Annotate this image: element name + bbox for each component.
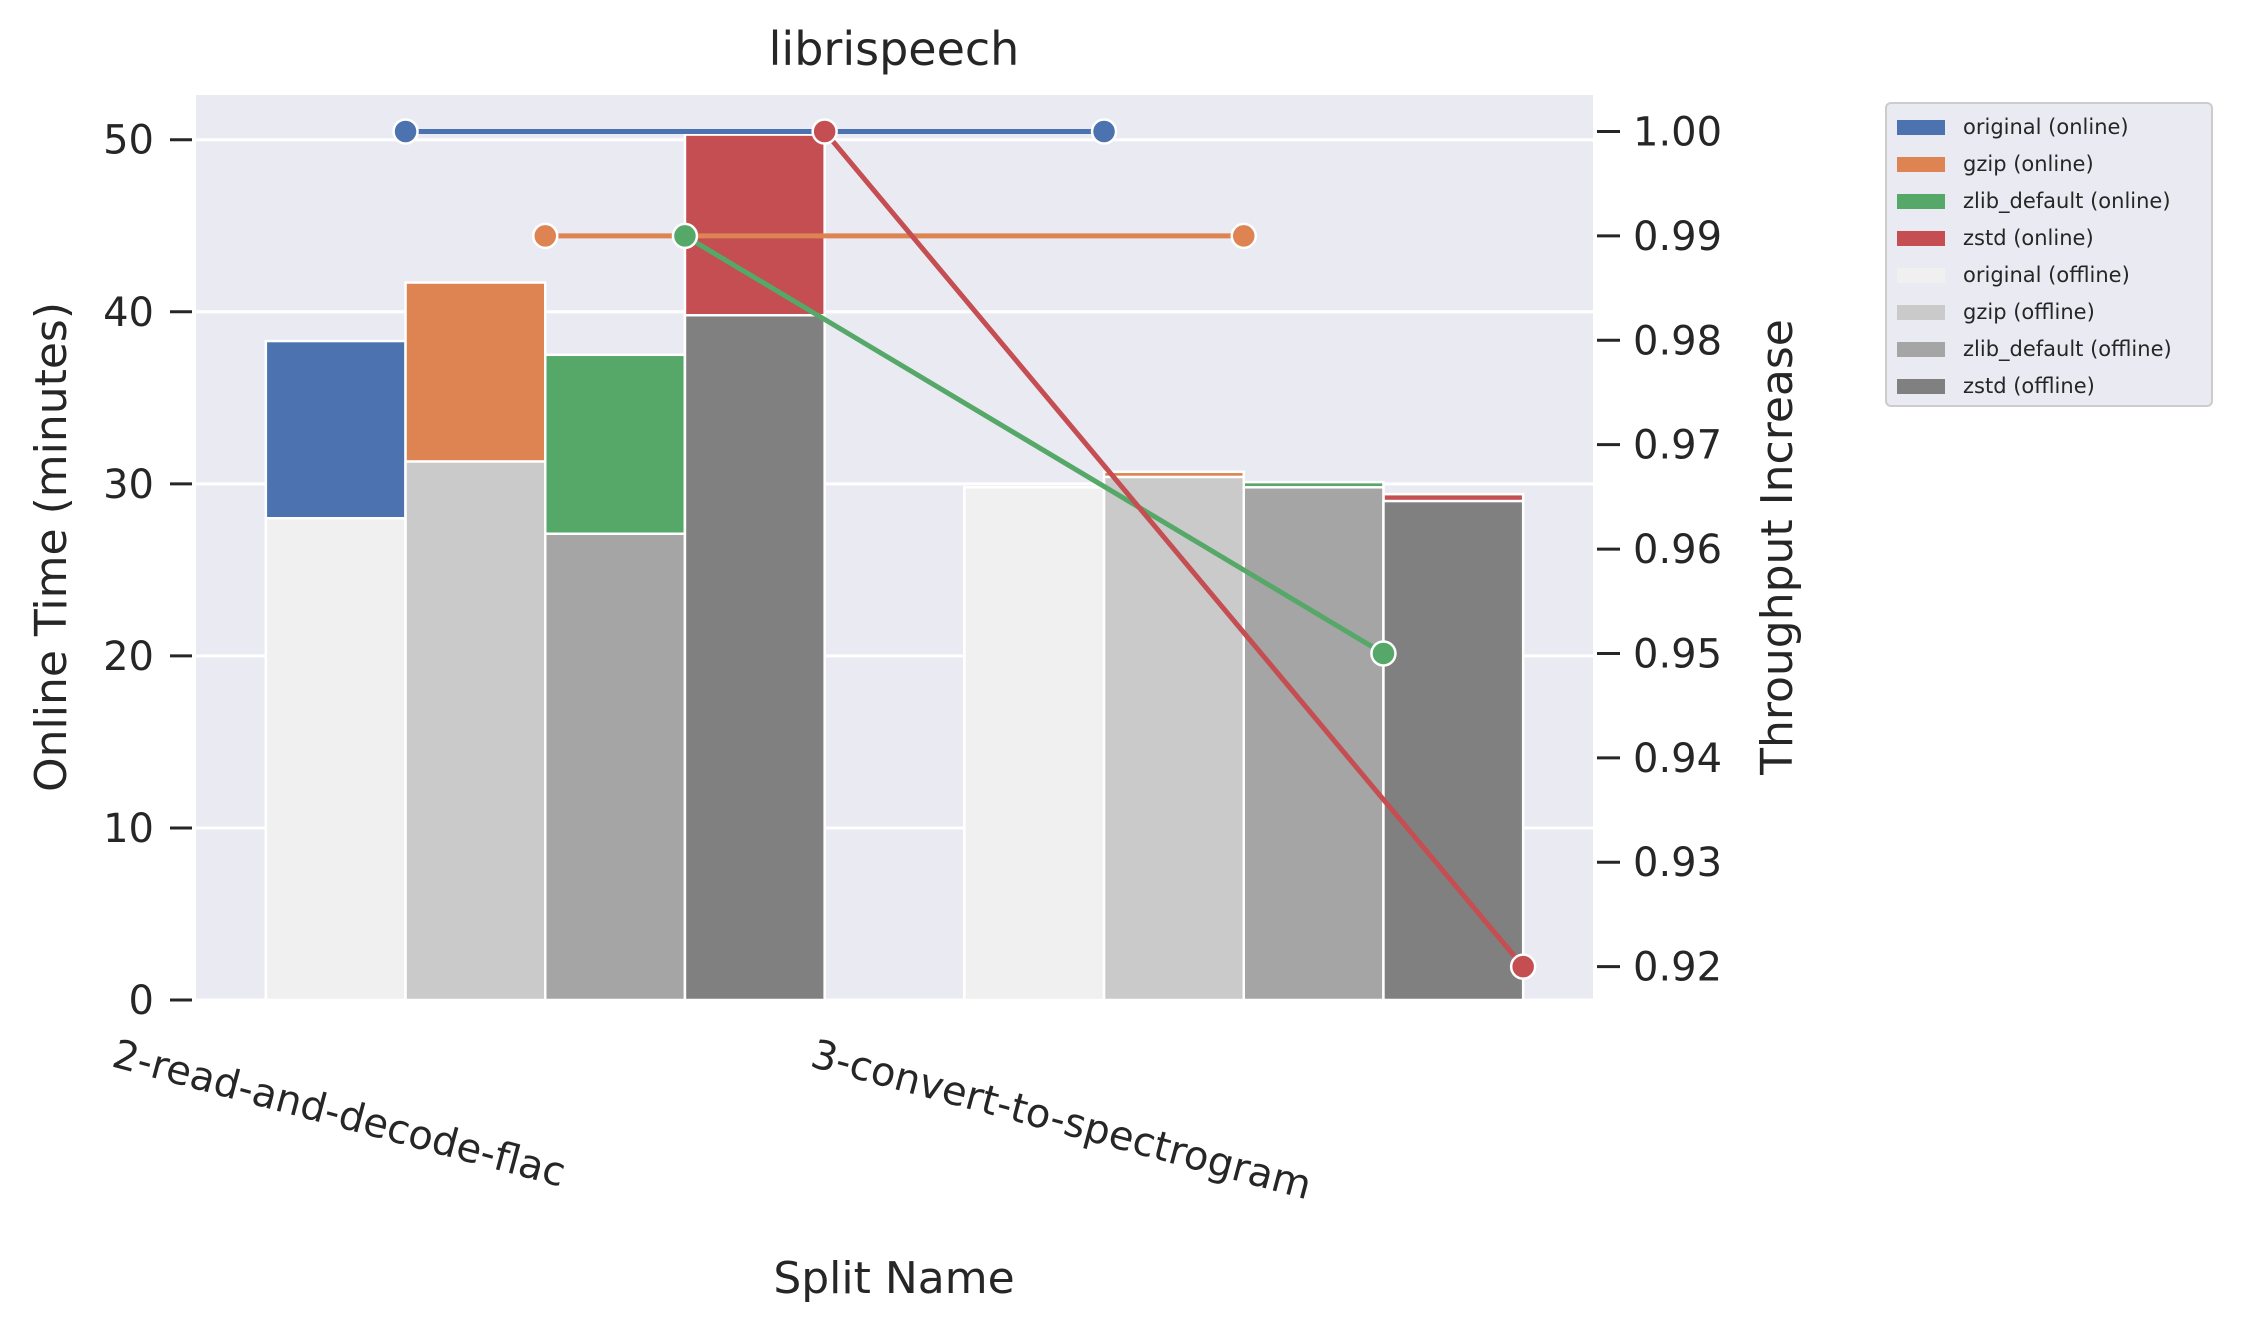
legend-swatch bbox=[1897, 379, 1945, 394]
y2-tick-label: 0.97 bbox=[1633, 423, 1722, 469]
legend-box bbox=[1885, 102, 2213, 407]
point-gzip bbox=[532, 222, 559, 250]
y2-axis-label: Throughput Increase bbox=[1752, 319, 1803, 776]
legend-label: zlib_default (offline) bbox=[1963, 337, 2172, 362]
y2-tick-label: 0.95 bbox=[1633, 631, 1722, 677]
x-axis: 2-read-and-decode-flac 3-convert-to-spect… bbox=[108, 1031, 1317, 1209]
point-gzip bbox=[1230, 222, 1257, 250]
bar-original-offline bbox=[264, 517, 407, 1002]
y-tick-label: 30 bbox=[103, 462, 154, 508]
legend-label: zlib_default (online) bbox=[1963, 189, 2171, 214]
y-tick-label: 0 bbox=[129, 978, 154, 1024]
y2-tick-label: 1.00 bbox=[1633, 110, 1722, 156]
y-tick-label: 50 bbox=[103, 118, 154, 164]
y2-tick-label: 0.99 bbox=[1633, 214, 1722, 260]
y-tick-label: 40 bbox=[103, 290, 154, 336]
legend-swatch bbox=[1897, 120, 1945, 135]
y-tick-label: 10 bbox=[103, 806, 154, 852]
legend-swatch bbox=[1897, 157, 1945, 172]
throughput-lines bbox=[392, 118, 1537, 980]
legend: original (online) gzip (online) zlib_defau… bbox=[1885, 102, 2213, 407]
bar-zlib_default-offline bbox=[544, 532, 687, 1002]
point-zstd bbox=[1509, 953, 1537, 980]
legend-swatch bbox=[1897, 194, 1945, 209]
y2-axis: 0.92 0.93 0.94 0.95 0.96 0.97 0.98 0.99 1.00 bbox=[1597, 110, 1722, 991]
y-axis: 0 10 20 30 40 50 bbox=[103, 118, 192, 1024]
bar-zstd-offline bbox=[1382, 499, 1525, 1002]
legend-swatch bbox=[1897, 342, 1945, 357]
point-zstd bbox=[811, 118, 838, 145]
y2-tick-label: 0.94 bbox=[1633, 736, 1722, 782]
bar-gzip-offline bbox=[404, 460, 547, 1002]
line-zstd bbox=[822, 129, 1526, 969]
legend-swatch bbox=[1897, 231, 1945, 246]
point-zlib_default bbox=[671, 222, 699, 250]
x-tick-label: 2-read-and-decode-flac bbox=[108, 1031, 571, 1196]
y2-tick-label: 0.92 bbox=[1633, 945, 1722, 991]
bar-zstd-offline bbox=[683, 313, 826, 1002]
point-zlib_default bbox=[1370, 640, 1397, 667]
legend-swatch bbox=[1897, 305, 1945, 320]
y2-tick-label: 0.96 bbox=[1633, 527, 1722, 573]
bar-original-offline bbox=[963, 486, 1106, 1002]
point-original bbox=[392, 118, 419, 145]
legend-swatch bbox=[1897, 268, 1945, 283]
legend-label: original (offline) bbox=[1963, 263, 2130, 287]
y-tick-label: 20 bbox=[103, 634, 154, 680]
legend-label: original (online) bbox=[1963, 115, 2129, 139]
y-axis-label: Online Time (minutes) bbox=[26, 302, 77, 792]
y2-tick-label: 0.98 bbox=[1633, 318, 1722, 364]
legend-label: zstd (online) bbox=[1963, 226, 2094, 250]
legend-label: gzip (offline) bbox=[1963, 300, 2095, 324]
bar-zlib_default-offline bbox=[1242, 486, 1385, 1002]
x-axis-label: Split Name bbox=[773, 1253, 1014, 1304]
bars bbox=[264, 133, 1525, 1002]
line-zlib_default bbox=[683, 233, 1385, 656]
y2-tick-label: 0.93 bbox=[1633, 840, 1722, 886]
point-original bbox=[1090, 118, 1118, 145]
chart-title: librispeech bbox=[769, 22, 1020, 76]
x-tick-label: 3-convert-to-spectrogram bbox=[806, 1031, 1316, 1209]
legend-label: gzip (online) bbox=[1963, 152, 2094, 176]
legend-label: zstd (offline) bbox=[1963, 374, 2095, 398]
